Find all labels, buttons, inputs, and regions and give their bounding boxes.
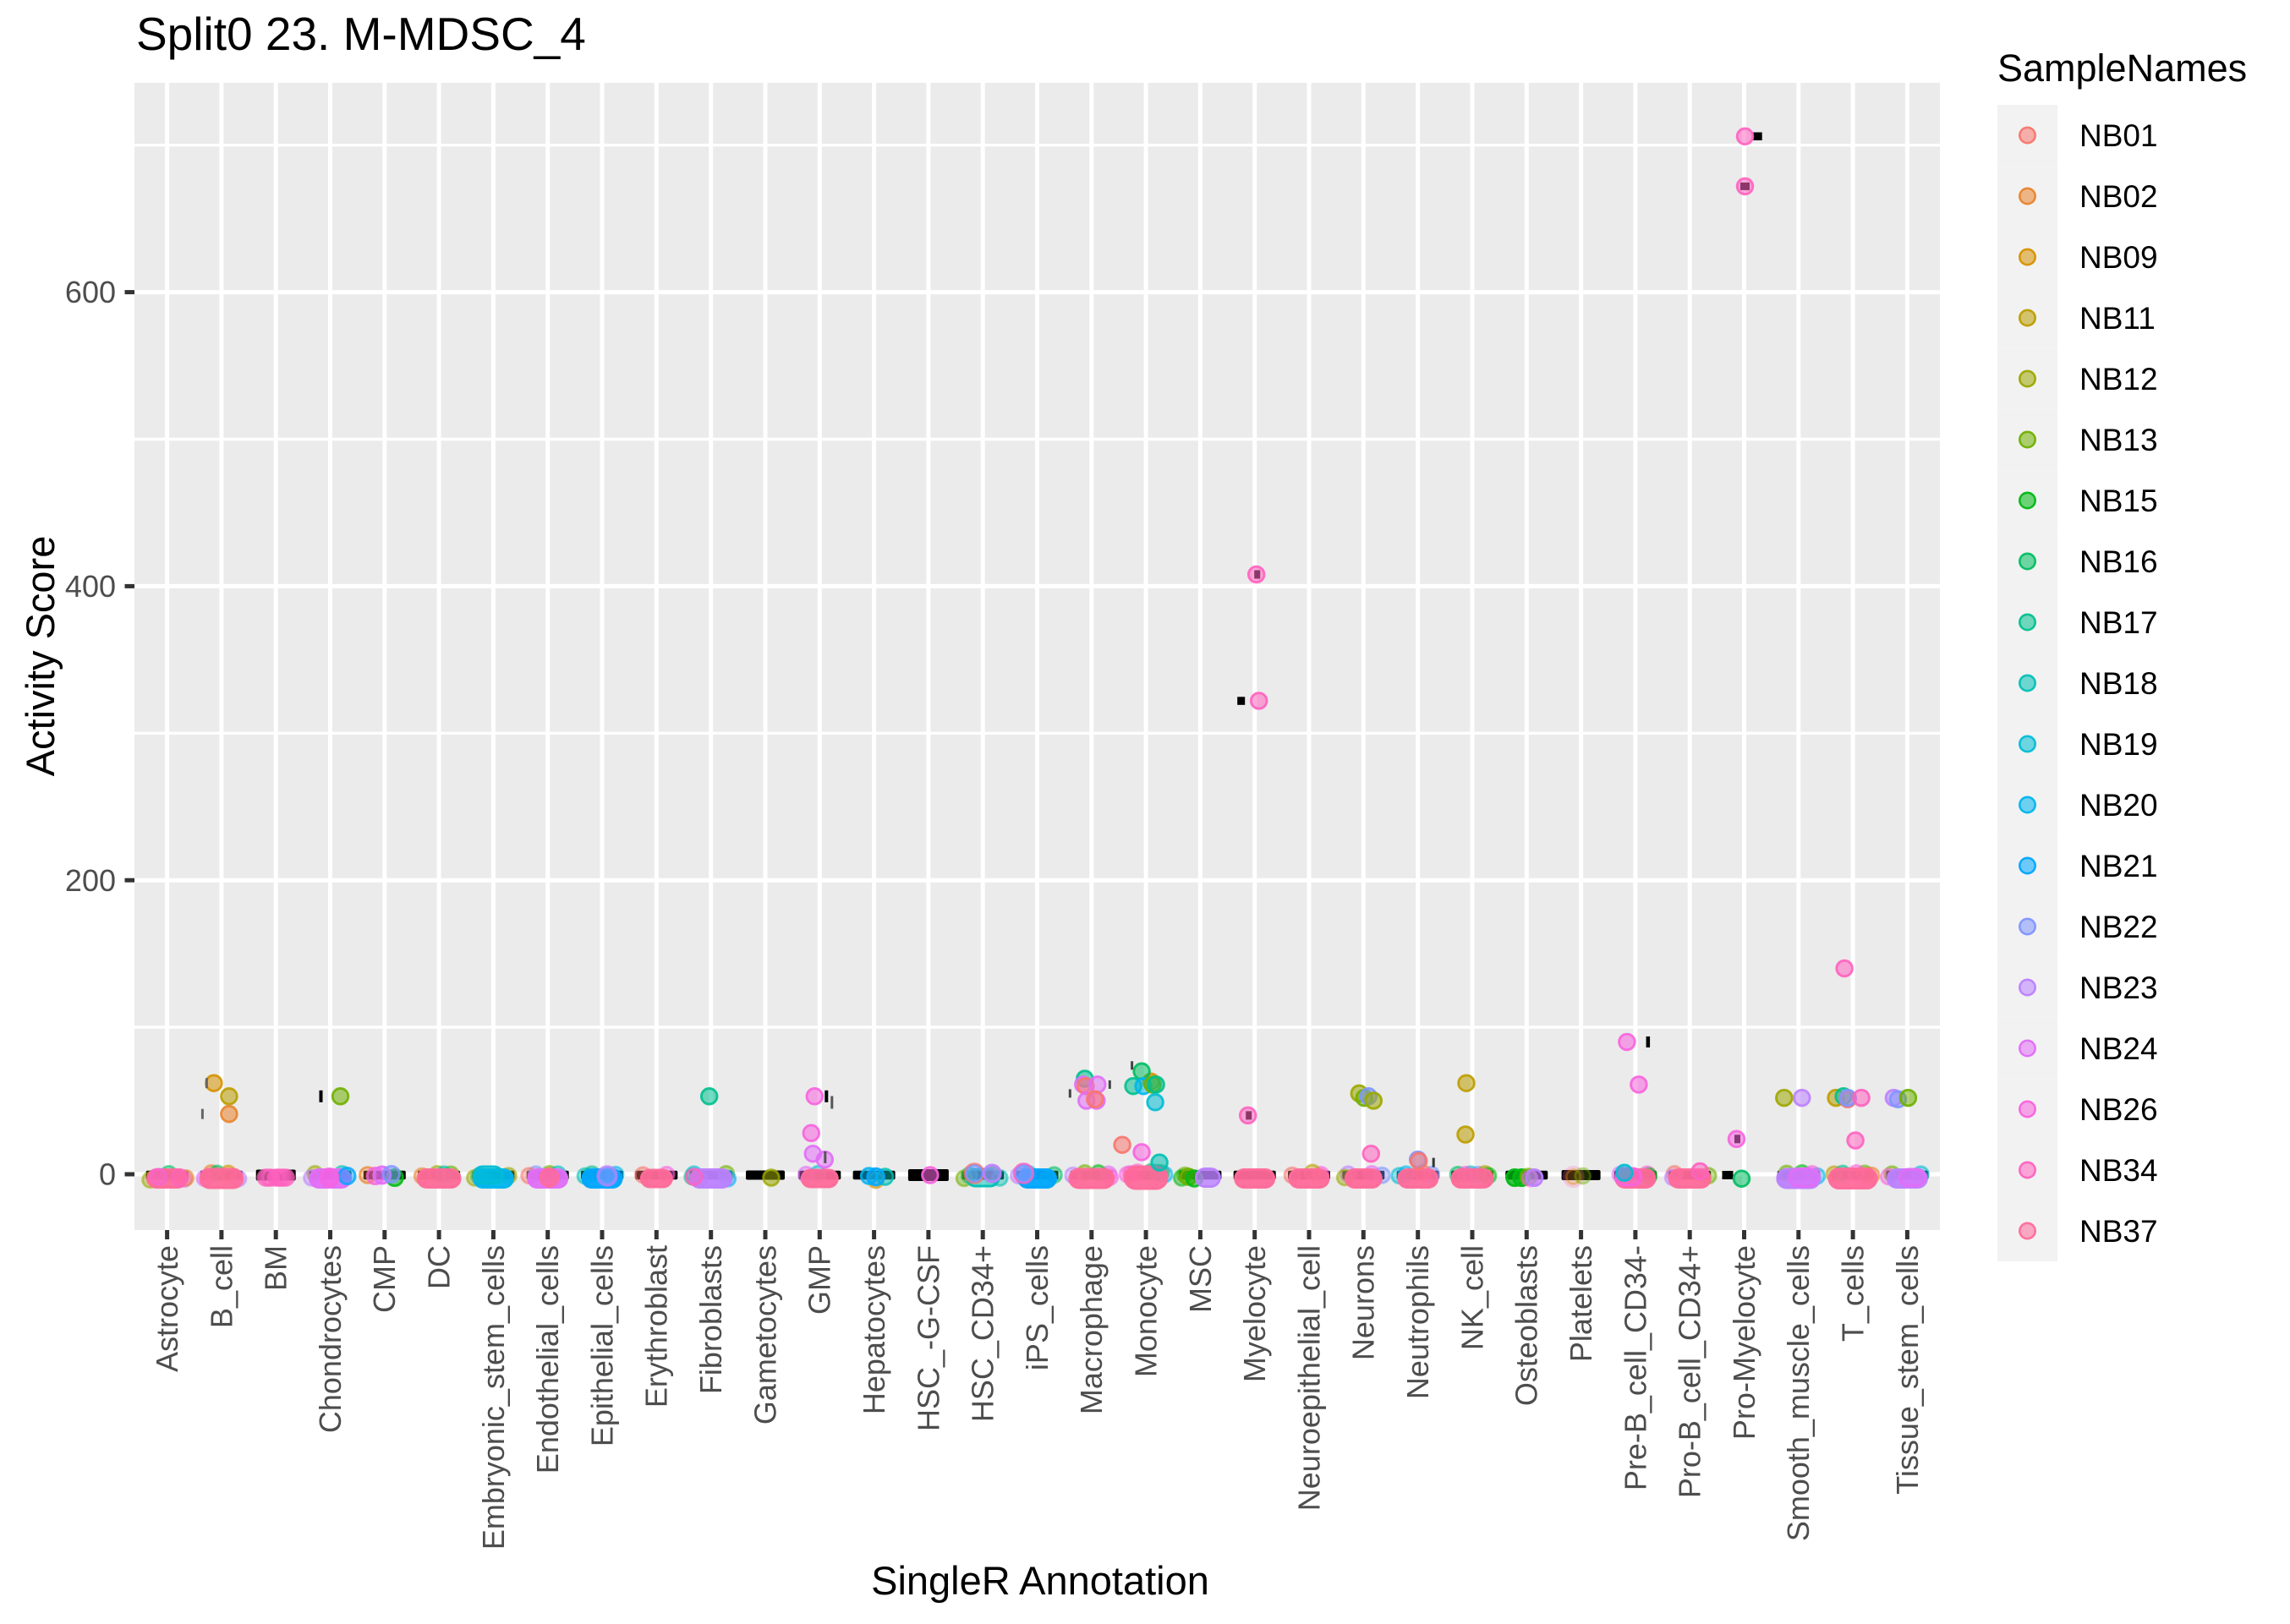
svg-text:NB24: NB24 [2079,1031,2158,1066]
svg-text:Activity Score: Activity Score [18,536,63,777]
svg-text:400: 400 [65,569,116,604]
svg-text:HSC_-G-CSF: HSC_-G-CSF [911,1245,945,1431]
svg-text:NB34: NB34 [2079,1153,2158,1188]
svg-text:HSC_CD34+: HSC_CD34+ [966,1245,1000,1422]
svg-text:Myelocyte: Myelocyte [1237,1245,1272,1382]
svg-text:Epithelial_cells: Epithelial_cells [584,1245,619,1446]
svg-text:NB01: NB01 [2079,118,2158,153]
svg-text:NB19: NB19 [2079,727,2158,762]
svg-text:NB37: NB37 [2079,1214,2158,1249]
svg-text:Fibroblasts: Fibroblasts [693,1245,728,1394]
svg-text:Endothelial_cells: Endothelial_cells [530,1245,565,1474]
svg-text:Macrophage: Macrophage [1074,1245,1109,1414]
svg-text:Hepatocytes: Hepatocytes [857,1245,891,1414]
svg-text:CMP: CMP [367,1245,402,1313]
svg-text:Platelets: Platelets [1564,1245,1598,1362]
svg-text:GMP: GMP [803,1245,837,1315]
svg-text:Astrocyte: Astrocyte [150,1245,184,1372]
svg-text:MSC: MSC [1183,1245,1218,1313]
svg-text:Pro-B_cell_CD34+: Pro-B_cell_CD34+ [1673,1245,1707,1498]
svg-text:T_cells: T_cells [1836,1245,1871,1342]
svg-text:NB12: NB12 [2079,362,2158,396]
svg-text:Erythroblast: Erythroblast [639,1245,674,1408]
svg-text:SingleR Annotation: SingleR Annotation [871,1558,1209,1603]
svg-text:NB17: NB17 [2079,605,2158,640]
svg-text:200: 200 [65,863,116,898]
svg-text:DC: DC [422,1245,457,1289]
svg-text:BM: BM [259,1245,293,1291]
svg-text:NB09: NB09 [2079,240,2158,275]
svg-text:Gametocytes: Gametocytes [748,1245,782,1424]
svg-text:NB23: NB23 [2079,971,2158,1005]
svg-text:Monocyte: Monocyte [1129,1245,1164,1377]
svg-text:NB16: NB16 [2079,544,2158,579]
svg-text:NB22: NB22 [2079,910,2158,944]
svg-text:NB20: NB20 [2079,788,2158,823]
svg-text:iPS_cells: iPS_cells [1020,1245,1055,1370]
svg-text:0: 0 [99,1157,116,1192]
svg-text:Neutrophils: Neutrophils [1400,1245,1435,1399]
svg-text:600: 600 [65,275,116,309]
svg-text:Pro-Myelocyte: Pro-Myelocyte [1727,1245,1761,1440]
svg-text:Embryonic_stem_cells: Embryonic_stem_cells [476,1245,511,1550]
svg-text:B_cell: B_cell [204,1245,238,1328]
svg-text:Split0 23. M-MDSC_4: Split0 23. M-MDSC_4 [136,8,586,60]
svg-text:SampleNames: SampleNames [1997,46,2247,90]
svg-text:NB18: NB18 [2079,666,2158,701]
svg-text:Chondrocytes: Chondrocytes [313,1245,348,1433]
svg-text:NB15: NB15 [2079,484,2158,518]
svg-text:Osteoblasts: Osteoblasts [1509,1245,1544,1406]
svg-text:NK_cell: NK_cell [1455,1245,1489,1350]
svg-text:NB02: NB02 [2079,179,2158,214]
svg-text:NB11: NB11 [2079,301,2156,336]
svg-text:Neurons: Neurons [1346,1245,1381,1360]
svg-text:NB13: NB13 [2079,423,2158,457]
svg-text:NB21: NB21 [2079,849,2158,883]
svg-text:Smooth_muscle_cells: Smooth_muscle_cells [1781,1245,1816,1541]
svg-text:Neuroepithelial_cell: Neuroepithelial_cell [1291,1245,1326,1511]
svg-text:NB26: NB26 [2079,1092,2158,1127]
svg-text:Pre-B_cell_CD34-: Pre-B_cell_CD34- [1618,1245,1652,1490]
svg-text:Tissue_stem_cells: Tissue_stem_cells [1890,1245,1925,1495]
